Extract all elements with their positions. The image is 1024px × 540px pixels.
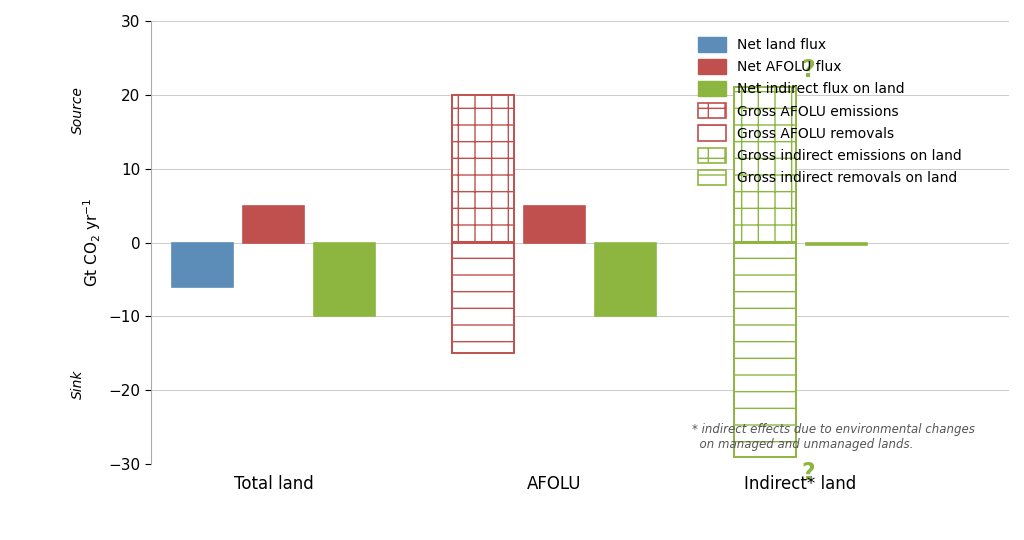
Text: Total land: Total land <box>233 475 313 493</box>
Bar <box>453 242 514 353</box>
Bar <box>734 87 796 242</box>
Text: * indirect effects due to environmental changes
  on managed and unmanaged lands: * indirect effects due to environmental … <box>691 423 975 451</box>
Text: Indirect* land: Indirect* land <box>744 475 857 493</box>
Text: ?: ? <box>802 461 815 484</box>
Text: Source: Source <box>71 86 85 133</box>
Bar <box>243 206 304 242</box>
Bar <box>172 242 233 287</box>
Legend: Net land flux, Net AFOLU flux, Net indirect flux on land, Gross AFOLU emissions,: Net land flux, Net AFOLU flux, Net indir… <box>698 37 963 185</box>
Text: AFOLU: AFOLU <box>527 475 582 493</box>
Bar <box>806 242 866 245</box>
Bar <box>734 242 796 457</box>
Text: ?: ? <box>802 58 815 82</box>
Bar <box>595 242 656 316</box>
Text: Sink: Sink <box>71 370 85 399</box>
Bar <box>523 206 585 242</box>
Bar <box>314 242 375 316</box>
Bar <box>453 95 514 242</box>
Y-axis label: Gt CO$_2$ yr$^{-1}$: Gt CO$_2$ yr$^{-1}$ <box>81 198 102 287</box>
